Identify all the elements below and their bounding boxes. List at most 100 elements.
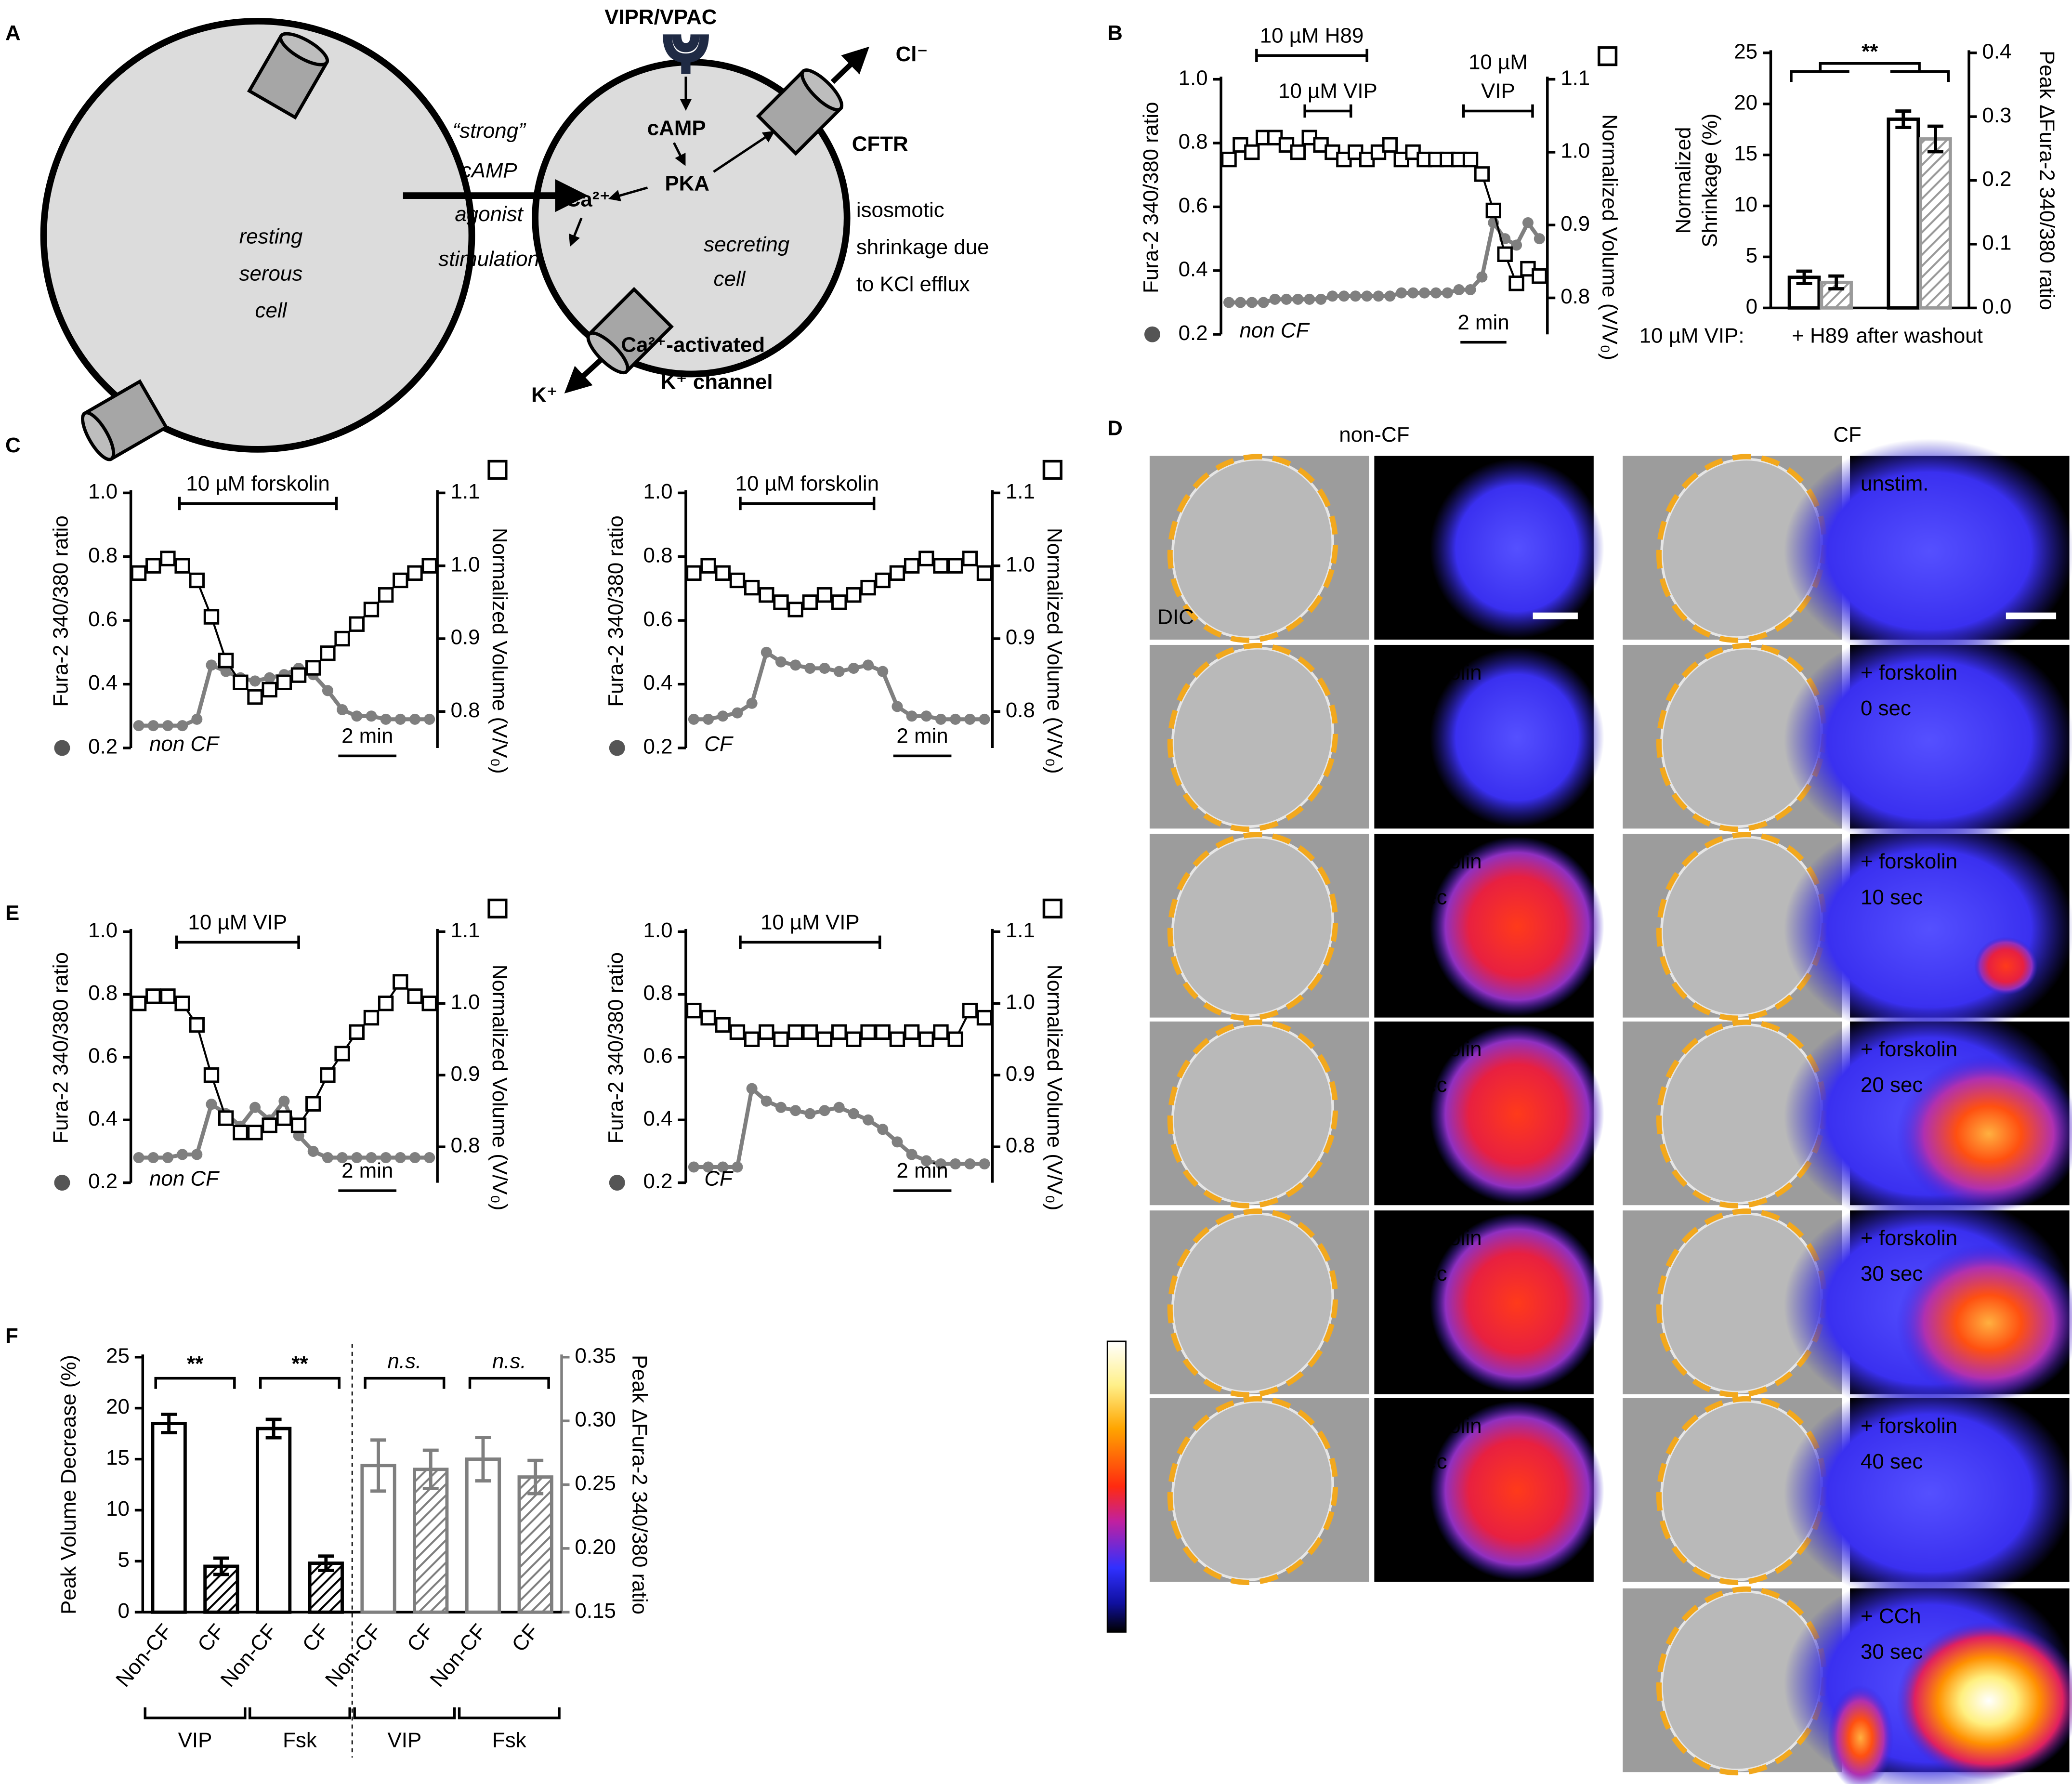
data-point xyxy=(717,710,729,722)
data-point xyxy=(133,720,144,732)
data-point xyxy=(790,659,801,671)
panel-label: C xyxy=(5,433,21,457)
data-point xyxy=(1384,290,1396,302)
data-point xyxy=(337,1152,348,1163)
data-point xyxy=(131,996,147,1011)
data-point xyxy=(249,675,261,687)
data-point xyxy=(247,1125,263,1141)
data-point xyxy=(162,720,173,732)
condition-label: 40 sec xyxy=(1861,1450,1923,1473)
data-point xyxy=(380,713,392,725)
diagram-text: cell xyxy=(255,299,288,322)
column-title: CF xyxy=(1833,423,1862,446)
axis-title: Normalized Volume (V/V₀) xyxy=(1598,114,1621,360)
data-point xyxy=(933,558,949,574)
data-point xyxy=(1462,151,1479,168)
data-point xyxy=(162,1152,173,1163)
data-point xyxy=(1382,137,1398,153)
significance-bracket xyxy=(364,1377,446,1389)
tick-label: 0.8 xyxy=(1006,698,1035,722)
data-point xyxy=(744,579,760,596)
tick-label: 0.8 xyxy=(1179,130,1208,154)
data-point xyxy=(1396,287,1407,299)
data-point xyxy=(160,551,176,566)
data-point xyxy=(206,659,217,671)
channel xyxy=(81,379,169,461)
tick-label: 0 xyxy=(118,1599,129,1623)
data-point xyxy=(307,1145,319,1157)
image-label: DIC xyxy=(1157,605,1194,629)
data-point xyxy=(191,1149,203,1160)
tick-label: 1.0 xyxy=(1561,139,1590,163)
data-point xyxy=(349,616,365,632)
diagram-text: cAMP xyxy=(461,158,517,182)
legend-symbol xyxy=(54,740,70,756)
condition-label: + forskolin xyxy=(1385,850,1482,873)
condition-label: 20 sec xyxy=(1385,1073,1447,1097)
channel-end xyxy=(800,68,843,112)
stimulus-label: 10 µM xyxy=(1469,50,1528,74)
data-point xyxy=(322,685,333,696)
tick-label: 1.0 xyxy=(451,552,480,576)
data-point xyxy=(906,710,918,722)
stimulus-label: 10 µM forskolin xyxy=(186,472,329,496)
data-point xyxy=(366,1152,377,1163)
data-point xyxy=(775,1102,787,1113)
bar xyxy=(1919,137,1952,310)
data-point xyxy=(816,587,833,603)
tick-label: 0.30 xyxy=(575,1408,616,1431)
tick-label: 0.6 xyxy=(88,607,118,631)
axis-title: Normalized Volume (V/V₀) xyxy=(1043,965,1066,1211)
data-point xyxy=(393,974,408,990)
data-point xyxy=(290,667,307,683)
tick-label: 0.9 xyxy=(1006,626,1035,649)
tick-label: 1.0 xyxy=(1179,66,1208,90)
bar xyxy=(255,1427,292,1614)
tick-label: 0.8 xyxy=(88,543,118,567)
stimulus-label: 10 µM forskolin xyxy=(735,472,879,496)
data-point xyxy=(816,1031,833,1047)
panel-label: A xyxy=(5,21,21,45)
tick-label: 1.1 xyxy=(1561,66,1590,90)
condition-label: non CF xyxy=(1240,318,1310,342)
tick-label: 1.1 xyxy=(451,480,480,503)
data-point xyxy=(1221,151,1237,168)
data-point xyxy=(262,682,277,698)
data-point xyxy=(1508,275,1524,291)
data-point xyxy=(787,602,803,617)
data-point xyxy=(892,1136,903,1148)
significance-label: ** xyxy=(1862,39,1878,63)
data-point xyxy=(962,1002,978,1019)
channel-end xyxy=(586,331,629,375)
legend-symbol xyxy=(609,1175,625,1191)
axis-title: Shrinkage (%) xyxy=(1698,114,1722,248)
significance-label: n.s. xyxy=(388,1349,422,1373)
data-point xyxy=(773,1031,789,1047)
significance-label: n.s. xyxy=(492,1349,526,1373)
data-point xyxy=(700,558,716,574)
axis-title: Peak Volume Decrease (%) xyxy=(57,1355,80,1614)
cl-arrow xyxy=(830,46,869,84)
data-point xyxy=(1419,287,1430,299)
tick-label: 1.0 xyxy=(643,918,673,942)
data-point xyxy=(351,1152,363,1163)
data-point xyxy=(276,674,292,690)
condition-label: CF xyxy=(704,732,734,756)
legend-symbol xyxy=(487,898,508,918)
data-point xyxy=(233,674,249,690)
stimulus-bar xyxy=(178,497,338,511)
data-point xyxy=(334,1046,350,1062)
condition-label: + forskolin xyxy=(1861,661,1957,684)
cell-outline xyxy=(1167,1208,1338,1398)
data-point xyxy=(305,660,321,676)
cell-outline xyxy=(1167,454,1338,643)
condition-label: + forskolin xyxy=(1385,1037,1482,1061)
tick-label: 0.2 xyxy=(88,1169,118,1193)
axis-title: Fura-2 340/380 ratio xyxy=(49,515,73,707)
condition-label: 10 sec xyxy=(1861,885,1923,909)
condition-label: 0 sec xyxy=(1861,696,1911,720)
error-bar xyxy=(318,1554,334,1572)
data-point xyxy=(804,662,816,674)
stimulus-label: 10 µM H89 xyxy=(1260,24,1364,47)
tick-label: 0.2 xyxy=(1982,167,2011,191)
